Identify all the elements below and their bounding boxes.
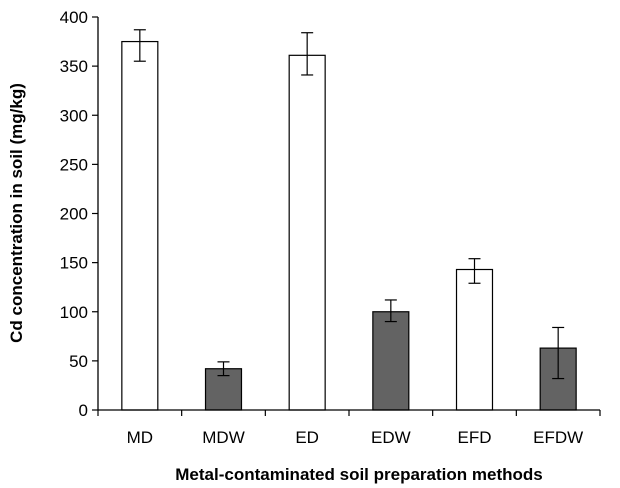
x-tick-label-efd: EFD: [458, 428, 492, 447]
y-tick-label: 250: [60, 155, 88, 174]
x-tick-label-efdw: EFDW: [533, 428, 583, 447]
x-axis-label: Metal-contaminated soil preparation meth…: [175, 465, 542, 484]
bar-md: [121, 40, 159, 411]
x-tick-label-ed: ED: [295, 428, 319, 447]
y-tick-label: 200: [60, 205, 88, 224]
y-axis-label: Cd concentration in soil (mg/kg): [7, 83, 26, 343]
x-tick-label-edw: EDW: [371, 428, 411, 447]
y-tick-label: 300: [60, 106, 88, 125]
y-tick-label: 350: [60, 57, 88, 76]
y-axis-ticks: 0 50 100 150 200 250 300 350 400: [60, 8, 98, 420]
y-tick-label: 50: [69, 352, 88, 371]
bar-efd: [455, 268, 494, 411]
axes: [97, 17, 600, 411]
y-tick-label: 400: [60, 8, 88, 27]
bar-ed: [288, 54, 326, 411]
bar-edw: [372, 311, 410, 411]
plot-area: [121, 29, 577, 411]
y-tick-label: 100: [60, 303, 88, 322]
x-axis-ticks: MD MDW ED EDW EFD EFDW: [97, 410, 601, 447]
y-tick-label: 150: [60, 254, 88, 273]
y-tick-label: 0: [79, 401, 88, 420]
x-tick-label-mdw: MDW: [202, 428, 244, 447]
x-tick-label-md: MD: [127, 428, 153, 447]
